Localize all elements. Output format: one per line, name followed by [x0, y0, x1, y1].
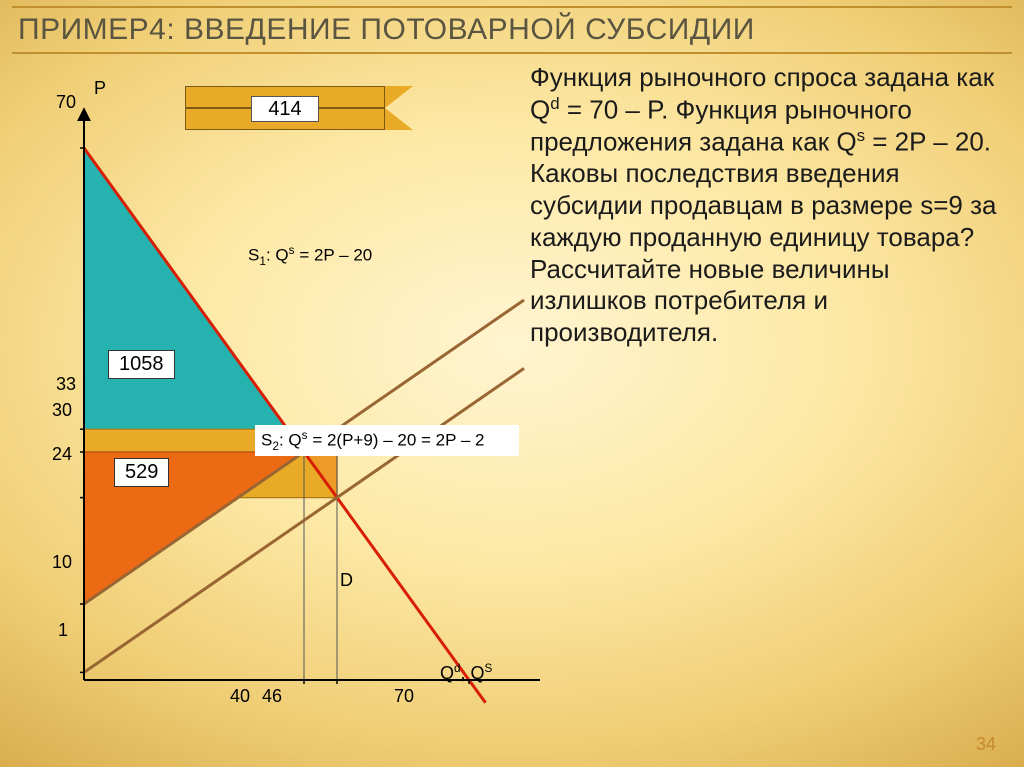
- slide-title: ПРИМЕР4: ВВЕДЕНИЕ ПОТОВАРНОЙ СУБСИДИИ: [12, 6, 1012, 54]
- problem-statement: Функция рыночного спроса задана как Qd =…: [530, 62, 1010, 349]
- xtick: 70: [394, 686, 414, 707]
- supply2-equation: S2: Qs = 2(P+9) – 20 = 2P – 2: [255, 425, 519, 456]
- ytick: 70: [56, 92, 76, 113]
- producer-surplus-value: 529: [114, 458, 169, 487]
- ytick: 30: [52, 400, 72, 421]
- slide: ПРИМЕР4: ВВЕДЕНИЕ ПОТОВАРНОЙ СУБСИДИИ Фу…: [0, 0, 1024, 767]
- ytick: 24: [52, 444, 72, 465]
- xtick: 40: [230, 686, 250, 707]
- text: = 2P – 20.: [865, 127, 991, 157]
- page-number: 34: [976, 734, 996, 755]
- chart-svg: [20, 80, 540, 720]
- consumer-surplus-value: 1058: [108, 350, 175, 379]
- text: = 70 – P.: [560, 94, 669, 124]
- supply-demand-chart: 414 P Qd, QS 70 33 30 24 10 1 40 46 70 1…: [20, 80, 540, 720]
- text: Каковы последствия введения субсидии про…: [530, 158, 997, 251]
- subsidy-cost-band: 414: [185, 86, 425, 136]
- text: s: [857, 126, 865, 145]
- text: Рассчитайте новые величины излишков потр…: [530, 254, 890, 347]
- ytick: 1: [58, 620, 68, 641]
- xtick: 46: [262, 686, 282, 707]
- demand-label: D: [340, 570, 353, 591]
- text: d: [550, 94, 559, 113]
- ytick: 10: [52, 552, 72, 573]
- supply1-equation: S1: Qs = 2P – 20: [242, 240, 378, 271]
- subsidy-cost-value: 414: [251, 96, 319, 122]
- ytick: 33: [56, 374, 76, 395]
- band-arrow-icon: [385, 86, 413, 130]
- x-axis-label: Qd, QS: [440, 662, 492, 684]
- y-axis-label: P: [94, 78, 106, 99]
